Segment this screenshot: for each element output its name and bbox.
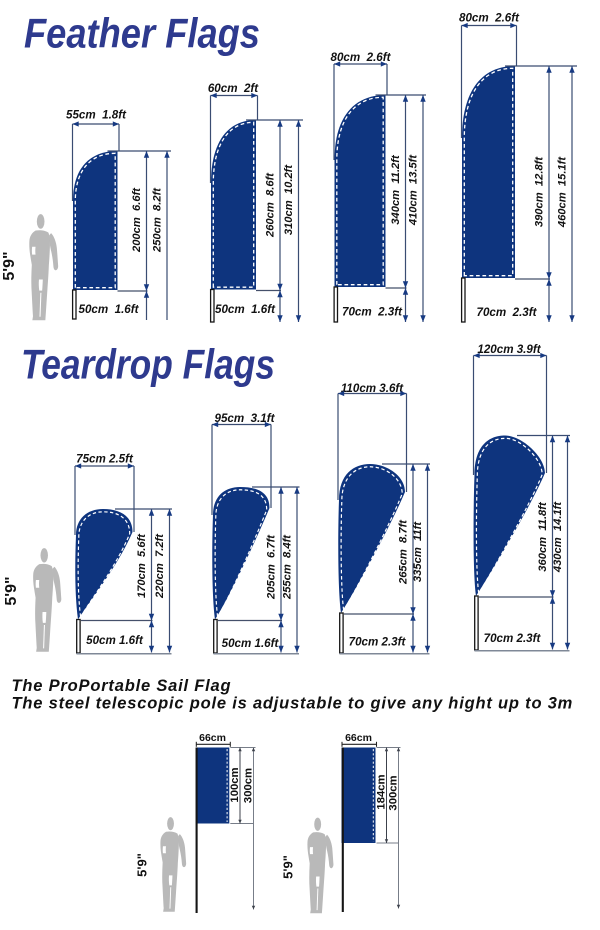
svg-text:60cm 2ft: 60cm 2ft [208,82,259,95]
svg-text:66cm: 66cm [345,732,372,744]
svg-text:335cm 11ft: 335cm 11ft [412,521,424,582]
svg-text:220cm 7.2ft: 220cm 7.2ft [154,533,166,599]
svg-text:70cm 2.3ft: 70cm 2.3ft [484,632,542,645]
svg-text:50cm 1.6ft: 50cm 1.6ft [86,634,144,647]
svg-text:205cm 6.7ft: 205cm 6.7ft [266,534,278,600]
svg-text:120cm 3.9ft: 120cm 3.9ft [477,343,541,356]
svg-text:5'9": 5'9" [281,855,296,879]
svg-text:50cm 1.6ft: 50cm 1.6ft [215,303,276,316]
svg-text:Teardrop Flags: Teardrop Flags [21,341,275,388]
svg-text:250cm 8.2ft: 250cm 8.2ft [152,187,164,253]
svg-text:170cm 5.6ft: 170cm 5.6ft [136,533,148,598]
svg-text:310cm 10.2ft: 310cm 10.2ft [283,164,295,236]
svg-text:Feather Flags: Feather Flags [24,10,260,57]
svg-text:5'9": 5'9" [135,853,150,877]
svg-text:390cm 12.8ft: 390cm 12.8ft [534,156,546,228]
svg-text:100cm: 100cm [229,767,241,802]
svg-text:110cm 3.6ft: 110cm 3.6ft [341,382,404,395]
svg-text:55cm 1.8ft: 55cm 1.8ft [66,109,127,122]
svg-text:430cm 14.1ft: 430cm 14.1ft [552,501,564,574]
svg-text:300cm: 300cm [388,775,400,810]
svg-text:5'9": 5'9" [3,576,20,605]
svg-text:184cm: 184cm [376,774,388,809]
svg-text:5'9": 5'9" [1,251,18,280]
svg-text:75cm 2.5ft: 75cm 2.5ft [76,453,134,466]
svg-text:360cm 11.8ft: 360cm 11.8ft [537,501,549,572]
svg-text:340cm 11.2ft: 340cm 11.2ft [390,154,402,225]
svg-text:95cm 3.1ft: 95cm 3.1ft [215,412,276,425]
svg-text:265cm 8.7ft: 265cm 8.7ft [398,519,410,585]
svg-text:70cm 2.3ft: 70cm 2.3ft [477,306,538,319]
svg-text:80cm 2.6ft: 80cm 2.6ft [459,12,520,25]
svg-text:The steel telescopic pole is a: The steel telescopic pole is adjustable … [12,695,574,713]
svg-text:200cm 6.6ft: 200cm 6.6ft [131,187,143,253]
svg-text:410cm 13.5ft: 410cm 13.5ft [408,154,420,227]
svg-text:70cm 2.3ft: 70cm 2.3ft [342,306,403,319]
svg-text:66cm: 66cm [199,732,226,744]
svg-text:460cm 15.1ft: 460cm 15.1ft [557,156,569,229]
svg-text:80cm 2.6ft: 80cm 2.6ft [331,51,392,64]
svg-text:The ProPortable Sail Flag: The ProPortable Sail Flag [12,677,232,695]
svg-text:50cm 1.6ft: 50cm 1.6ft [79,303,140,316]
svg-text:300cm: 300cm [243,768,255,803]
svg-text:50cm 1.6ft: 50cm 1.6ft [222,637,280,650]
svg-text:70cm 2.3ft: 70cm 2.3ft [349,636,407,649]
svg-text:260cm 8.6ft: 260cm 8.6ft [265,172,277,238]
svg-text:255cm 8.4ft: 255cm 8.4ft [282,534,294,600]
